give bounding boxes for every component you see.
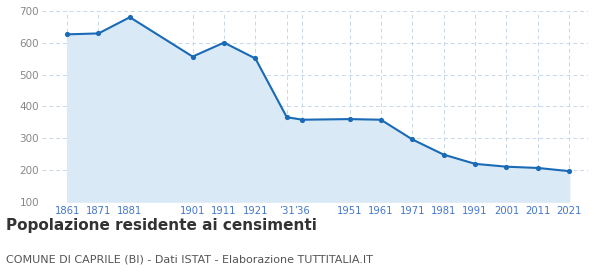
Text: COMUNE DI CAPRILE (BI) - Dati ISTAT - Elaborazione TUTTITALIA.IT: COMUNE DI CAPRILE (BI) - Dati ISTAT - El…	[6, 255, 373, 265]
Point	[502, 164, 511, 169]
Point	[376, 118, 386, 122]
Point	[298, 118, 307, 122]
Point	[62, 32, 72, 37]
Point	[219, 40, 229, 45]
Point	[188, 54, 197, 59]
Point	[470, 162, 480, 166]
Point	[565, 169, 574, 173]
Point	[439, 152, 448, 157]
Point	[407, 137, 417, 142]
Point	[533, 166, 542, 170]
Text: Popolazione residente ai censimenti: Popolazione residente ai censimenti	[6, 218, 317, 234]
Point	[94, 31, 103, 36]
Point	[125, 15, 134, 20]
Point	[282, 115, 292, 120]
Point	[251, 56, 260, 61]
Point	[345, 117, 355, 121]
